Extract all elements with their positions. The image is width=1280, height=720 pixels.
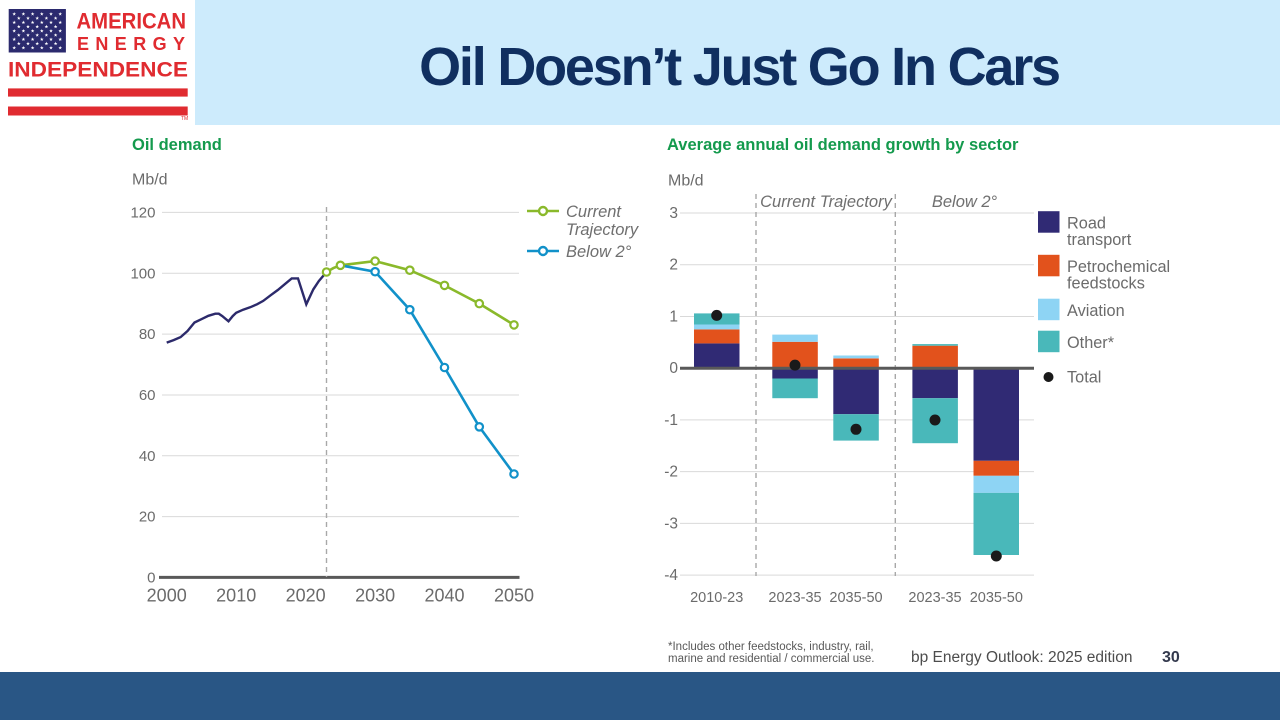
svg-text:30: 30 bbox=[1162, 649, 1180, 666]
svg-text:-2: -2 bbox=[664, 464, 678, 481]
svg-text:Petrochemical: Petrochemical bbox=[1067, 258, 1170, 276]
svg-text:100: 100 bbox=[130, 265, 155, 282]
svg-text:Current: Current bbox=[566, 203, 622, 221]
svg-text:feedstocks: feedstocks bbox=[1067, 275, 1145, 293]
svg-text:120: 120 bbox=[130, 204, 155, 221]
svg-text:-4: -4 bbox=[664, 567, 678, 584]
svg-text:bp Energy Outlook: 2025 editio: bp Energy Outlook: 2025 edition bbox=[911, 649, 1132, 666]
svg-text:Total: Total bbox=[1067, 369, 1101, 387]
svg-text:Oil demand: Oil demand bbox=[132, 136, 222, 154]
svg-text:-1: -1 bbox=[664, 412, 678, 429]
svg-text:2050: 2050 bbox=[494, 586, 534, 606]
svg-text:Mb/d: Mb/d bbox=[132, 172, 168, 189]
svg-text:-3: -3 bbox=[664, 515, 678, 532]
svg-text:transport: transport bbox=[1067, 231, 1132, 249]
svg-text:Average annual oil demand grow: Average annual oil demand growth by sect… bbox=[667, 136, 1019, 154]
svg-text:2023-35: 2023-35 bbox=[908, 590, 961, 606]
svg-text:Mb/d: Mb/d bbox=[668, 173, 704, 190]
svg-text:60: 60 bbox=[139, 387, 156, 404]
svg-text:Aviation: Aviation bbox=[1067, 302, 1125, 320]
svg-text:0: 0 bbox=[669, 360, 678, 377]
svg-text:TM: TM bbox=[181, 116, 188, 122]
svg-text:2010: 2010 bbox=[216, 586, 256, 606]
svg-text:Current Trajectory: Current Trajectory bbox=[760, 193, 893, 211]
svg-text:1: 1 bbox=[669, 309, 678, 326]
svg-text:Below 2°: Below 2° bbox=[566, 243, 632, 261]
svg-text:Road: Road bbox=[1067, 215, 1106, 233]
svg-text:40: 40 bbox=[139, 448, 156, 465]
svg-text:Trajectory: Trajectory bbox=[566, 221, 640, 239]
svg-text:2010-23: 2010-23 bbox=[690, 590, 743, 606]
svg-text:2: 2 bbox=[669, 257, 678, 274]
svg-text:INDEPENDENCE: INDEPENDENCE bbox=[8, 58, 188, 82]
svg-text:2023-35: 2023-35 bbox=[768, 590, 821, 606]
svg-text:2020: 2020 bbox=[286, 586, 326, 606]
svg-text:Other*: Other* bbox=[1067, 334, 1115, 352]
svg-text:80: 80 bbox=[139, 326, 156, 343]
svg-text:2000: 2000 bbox=[147, 586, 187, 606]
svg-text:3: 3 bbox=[669, 205, 678, 222]
svg-text:AMERICAN: AMERICAN bbox=[77, 8, 187, 33]
svg-text:20: 20 bbox=[139, 509, 156, 526]
svg-text:marine and residential / comme: marine and residential / commercial use. bbox=[668, 653, 874, 665]
svg-text:2035-50: 2035-50 bbox=[829, 590, 882, 606]
svg-text:0: 0 bbox=[147, 569, 155, 586]
svg-text:2035-50: 2035-50 bbox=[970, 590, 1023, 606]
svg-text:2040: 2040 bbox=[424, 586, 464, 606]
svg-text:*Includes other feedstocks, in: *Includes other feedstocks, industry, ra… bbox=[668, 641, 874, 653]
svg-text:2030: 2030 bbox=[355, 586, 395, 606]
svg-text:Below 2°: Below 2° bbox=[932, 193, 998, 211]
